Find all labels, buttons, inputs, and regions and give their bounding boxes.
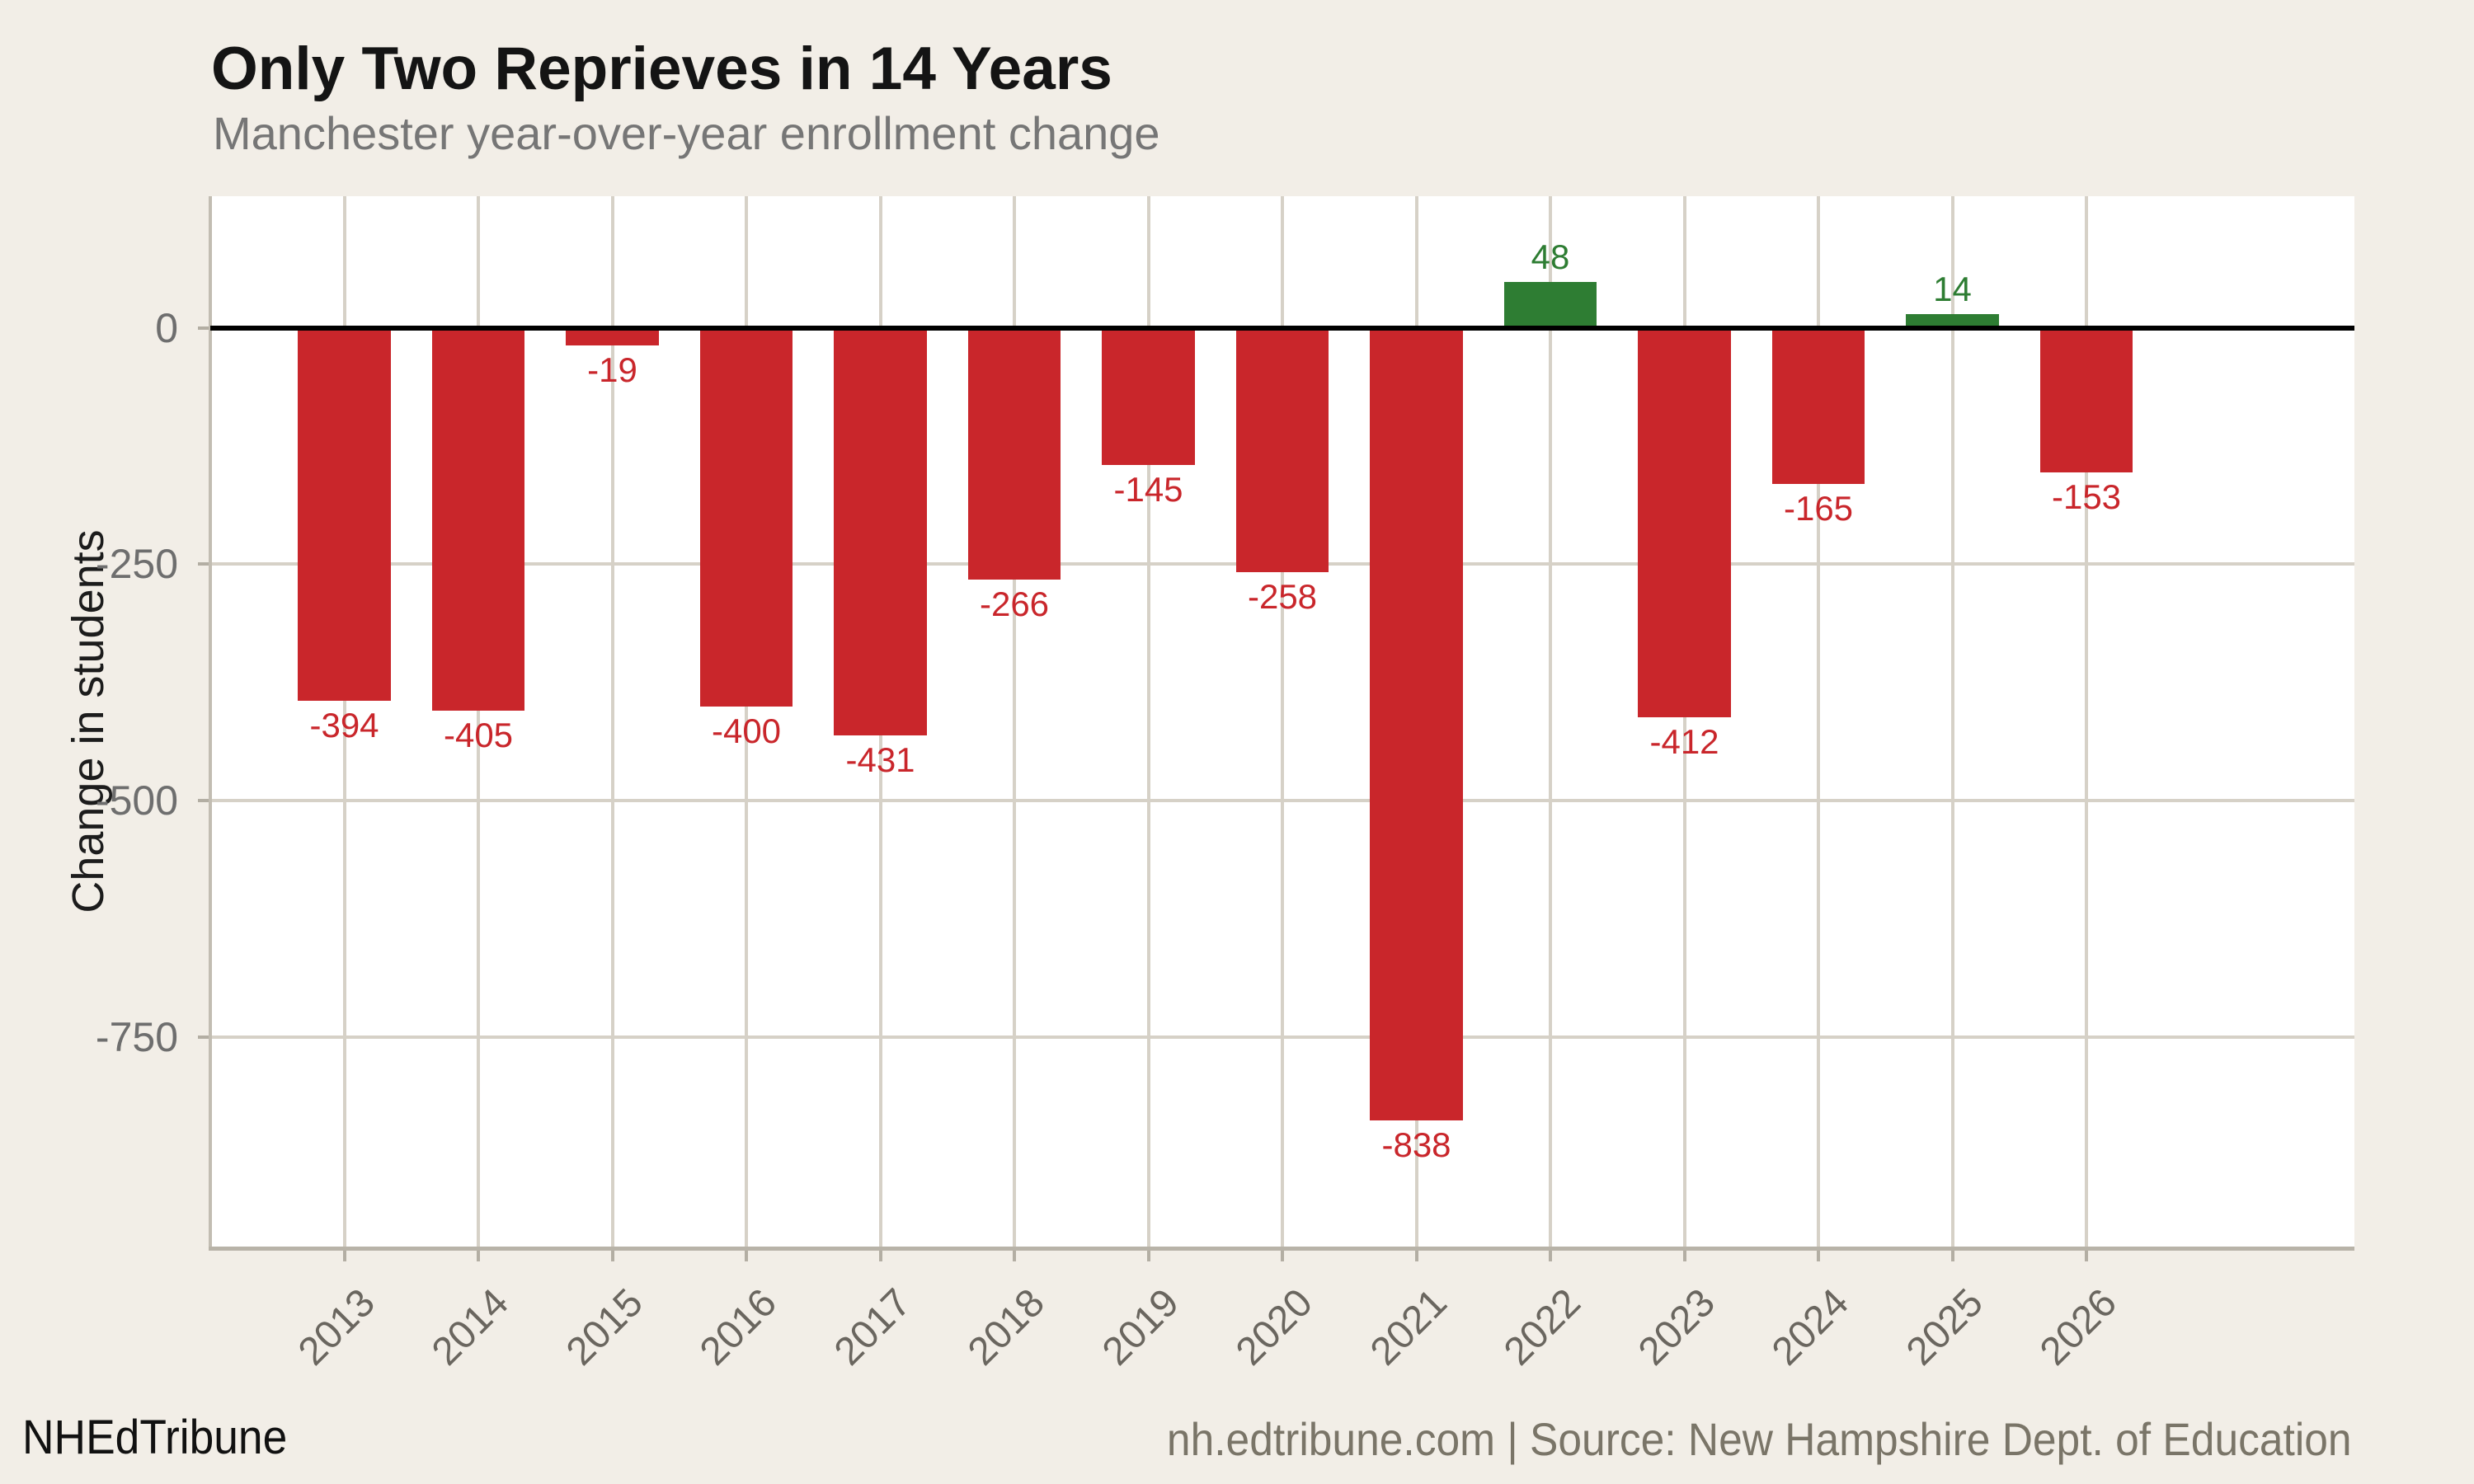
- bar-value-2016: -400: [711, 711, 782, 750]
- y-axis-line: [209, 196, 212, 1251]
- x-tick-2020: [1281, 1250, 1284, 1261]
- x-gridline-2019: [1146, 196, 1150, 1247]
- x-tick-2017: [878, 1250, 882, 1261]
- bar-value-2021: -838: [1381, 1125, 1451, 1165]
- bar-value-2014: -405: [443, 716, 514, 755]
- bar-value-2015: -19: [587, 350, 637, 390]
- bar-2015: [566, 327, 659, 346]
- y-tick-label-0: 0: [155, 304, 178, 351]
- y-tick--250: [198, 562, 210, 566]
- bar-2016: [699, 327, 793, 707]
- x-tick-2024: [1817, 1250, 1820, 1261]
- bar-value-2018: -266: [979, 584, 1050, 623]
- bar-2020: [1235, 327, 1329, 572]
- x-gridline-2023: [1682, 196, 1686, 1247]
- x-gridline-2018: [1013, 196, 1016, 1247]
- bar-2013: [298, 327, 391, 701]
- chart-subtitle: Manchester year-over-year enrollment cha…: [213, 107, 1160, 159]
- bar-value-2026: -153: [2051, 477, 2122, 517]
- x-gridline-2026: [2085, 196, 2088, 1247]
- bar-2018: [967, 327, 1061, 580]
- x-gridline-2016: [745, 196, 748, 1247]
- x-axis-line: [209, 1247, 2354, 1251]
- x-tick-2023: [1682, 1250, 1686, 1261]
- bar-value-2023: -412: [1649, 722, 1719, 762]
- chart-title: Only Two Reprieves in 14 Years: [211, 35, 1112, 102]
- x-tick-2018: [1013, 1250, 1016, 1261]
- x-tick-2022: [1549, 1250, 1552, 1261]
- x-gridline-2020: [1281, 196, 1284, 1247]
- y-tick-0: [198, 326, 210, 330]
- y-axis-title: Change in students: [63, 529, 113, 913]
- bar-2026: [2039, 327, 2133, 473]
- x-gridline-2013: [342, 196, 346, 1247]
- footer-brand: NHEdTribune: [22, 1411, 288, 1464]
- bar-2021: [1370, 327, 1463, 1121]
- bar-2014: [431, 327, 525, 711]
- x-gridline-2024: [1817, 196, 1820, 1247]
- x-tick-2016: [745, 1250, 748, 1261]
- y-tick-label--500: -500: [95, 777, 178, 824]
- bar-2019: [1102, 327, 1195, 465]
- x-tick-2014: [477, 1250, 480, 1261]
- bar-2024: [1771, 327, 1865, 484]
- bar-value-2019: -145: [1113, 469, 1183, 509]
- y-tick-label--250: -250: [95, 541, 178, 588]
- bar-value-2013: -394: [309, 705, 379, 744]
- x-gridline-2015: [610, 196, 614, 1247]
- bar-value-2020: -258: [1247, 576, 1318, 616]
- x-tick-2013: [342, 1250, 346, 1261]
- x-tick-2021: [1414, 1250, 1418, 1261]
- footer-source: nh.edtribune.com | Source: New Hampshire…: [1167, 1413, 2352, 1465]
- x-gridline-2022: [1549, 196, 1552, 1247]
- x-tick-2026: [2085, 1250, 2088, 1261]
- bar-2022: [1503, 282, 1597, 328]
- y-tick-label--750: -750: [95, 1014, 178, 1061]
- y-tick--750: [198, 1036, 210, 1040]
- bar-value-2024: -165: [1783, 488, 1854, 528]
- y-gridline--750: [210, 1036, 2354, 1040]
- y-tick--500: [198, 799, 210, 803]
- y-gridline--500: [210, 799, 2354, 803]
- bar-value-2022: 48: [1531, 237, 1570, 277]
- zero-baseline: [210, 325, 2354, 331]
- bar-2025: [1906, 314, 1999, 328]
- x-tick-2025: [1950, 1250, 1954, 1261]
- x-tick-2019: [1146, 1250, 1150, 1261]
- bar-value-2017: -431: [845, 740, 915, 780]
- bar-2017: [834, 327, 927, 736]
- x-gridline-2025: [1950, 196, 1954, 1247]
- bar-value-2025: 14: [1933, 270, 1972, 309]
- bar-2023: [1638, 327, 1731, 718]
- x-tick-2015: [610, 1250, 614, 1261]
- x-gridline-2014: [477, 196, 480, 1247]
